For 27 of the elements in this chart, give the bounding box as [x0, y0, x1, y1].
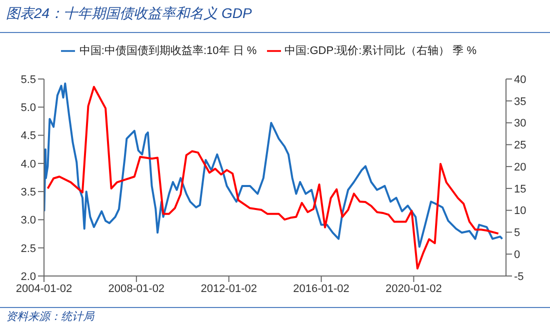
legend-label: 中国:中债国债到期收益率:10年 日 % [79, 45, 257, 57]
y-tick-label: 3.0 [20, 214, 36, 227]
y-tick-label: 3.5 [20, 186, 36, 198]
y2-tick-label: 5 [514, 227, 520, 240]
x-tick-label: 2020-01-02 [386, 282, 442, 295]
text: 资料来源：统计局 [0, 308, 550, 326]
y2-tick-label: 30 [514, 118, 526, 130]
y-tick-label: 4.0 [20, 158, 36, 170]
y2-tick-label: 15 [514, 183, 526, 196]
y2-tick-label: 35 [514, 96, 526, 108]
y-tick-label: 5.5 [20, 74, 36, 86]
x-tick-label: 2004-01-02 [16, 282, 72, 295]
y-tick-label: 4.5 [20, 130, 36, 142]
y2-tick-label: 0 [514, 249, 520, 262]
y2-tick-label: 40 [514, 74, 526, 86]
y-tick-label: 2.5 [20, 242, 36, 255]
x-tick-label: 2012-01-02 [200, 282, 257, 295]
y-tick-label: 2.0 [20, 270, 36, 283]
y2-tick-label: -5 [514, 270, 524, 283]
x-tick-label: 2016-01-02 [293, 282, 350, 295]
chart-title: 图表24：十年期国债收益率和名义 GDP [0, 0, 550, 33]
y-tick-label: 5.0 [20, 102, 36, 114]
y2-tick-label: 10 [514, 205, 526, 218]
legend-label: 中国:GDP:现价:累计同比（右轴） 季 % [284, 45, 477, 57]
x-tick-label: 2008-01-02 [108, 282, 165, 295]
y2-tick-label: 20 [514, 161, 526, 174]
y2-tick-label: 25 [514, 140, 526, 152]
